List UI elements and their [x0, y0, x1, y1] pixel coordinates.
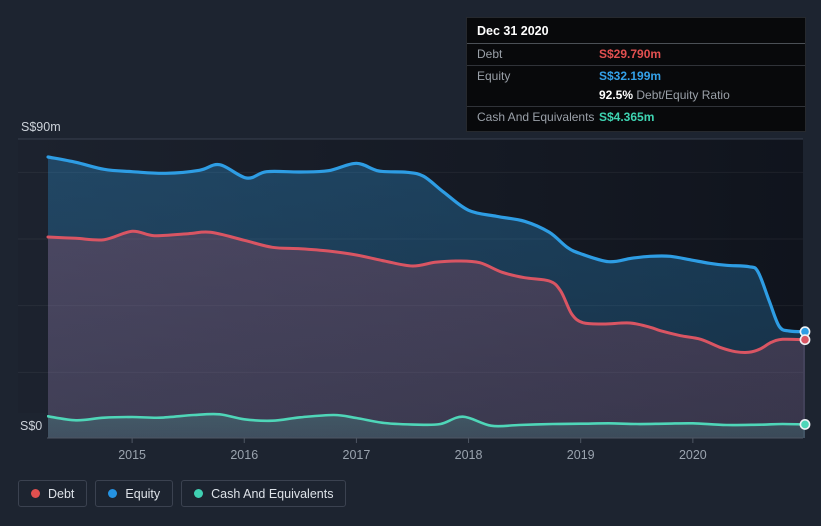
tooltip: Dec 31 2020 Debt S$29.790m Equity S$32.1… [466, 17, 806, 132]
tooltip-debt-value: S$29.790m [599, 47, 662, 61]
svg-text:2019: 2019 [567, 448, 595, 462]
legend-cash-label: Cash And Equivalents [211, 486, 334, 501]
equity-dot-icon [108, 489, 118, 498]
tooltip-cash-value: S$4.365m [599, 110, 655, 124]
legend-item-equity[interactable]: Equity [95, 480, 174, 507]
legend-equity-label: Equity [125, 486, 161, 501]
svg-text:2015: 2015 [118, 448, 146, 462]
tooltip-cash-label: Cash And Equivalents [477, 110, 595, 124]
svg-text:2018: 2018 [455, 448, 483, 462]
tooltip-ratio-label: Debt/Equity Ratio [636, 88, 730, 102]
cash-dot-icon [194, 489, 204, 498]
tooltip-equity-value: S$32.199m [599, 69, 662, 83]
tooltip-row-equity: Equity S$32.199m [467, 66, 805, 85]
legend: Debt Equity Cash And Equivalents [18, 480, 347, 507]
y-axis-max-label: S$90m [21, 120, 61, 134]
tooltip-row-debt: Debt S$29.790m [467, 44, 805, 66]
tooltip-row-cash: Cash And Equivalents S$4.365m [467, 107, 805, 126]
debt-dot-icon [31, 489, 40, 498]
tooltip-row-ratio: 92.5% Debt/Equity Ratio [467, 85, 805, 107]
legend-debt-label: Debt [48, 486, 75, 501]
tooltip-equity-label: Equity [477, 69, 511, 83]
tooltip-date: Dec 31 2020 [467, 18, 805, 44]
tooltip-debt-label: Debt [477, 47, 503, 61]
tooltip-ratio-value: 92.5% [599, 88, 634, 102]
legend-item-cash[interactable]: Cash And Equivalents [181, 480, 347, 507]
svg-text:2020: 2020 [679, 448, 707, 462]
y-axis-zero-label: S$0 [0, 413, 47, 439]
svg-text:2017: 2017 [343, 448, 371, 462]
tooltip-ratio: 92.5% Debt/Equity Ratio [599, 88, 730, 102]
svg-text:2016: 2016 [230, 448, 258, 462]
legend-item-debt[interactable]: Debt [18, 480, 88, 507]
